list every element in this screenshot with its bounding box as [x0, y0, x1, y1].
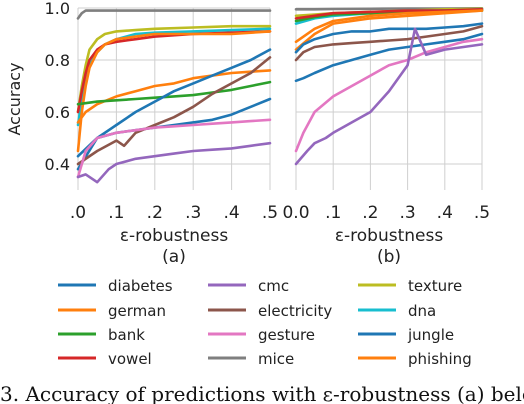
series-line-german: [294, 9, 484, 51]
x-tick-label: .2: [147, 203, 163, 223]
x-tick-label: .0: [70, 203, 86, 223]
x-tick-label: .3: [185, 203, 201, 223]
x-tick-label: .5: [262, 203, 278, 223]
x-axis-label-b: ε-robustness: [335, 226, 444, 246]
x-axis-label-a: ε-robustness: [120, 226, 229, 246]
series-line-german: [76, 69, 272, 124]
legend-label-electricity: electricity: [258, 302, 332, 320]
y-tick-labels-a: 0.4 0.6 0.8 1.0: [45, 0, 70, 174]
legend-label-jungle: jungle: [407, 326, 454, 344]
panel-a: 0.4 0.6 0.8 1.0 .0 .1 .2 .3 .4 .5 Accuracy ε-rob…: [5, 0, 278, 267]
x-tick-labels-a: .0 .1 .2 .3 .4 .5: [70, 203, 278, 223]
legend-label-bank: bank: [108, 326, 145, 344]
series-line-jungle: [294, 32, 484, 83]
y-tick-label: 0.6: [45, 103, 70, 122]
x-tick-label: 0.0: [282, 203, 309, 223]
series-line-electricity: [294, 24, 484, 62]
panel-label-a: (a): [162, 247, 186, 267]
lines-b: [294, 7, 484, 166]
legend-label-dna: dna: [408, 302, 436, 320]
x-tick-label: .4: [437, 203, 453, 223]
panel-b: 0.0 .1 .2 .3 .4 .5 ε-robustness (b): [282, 7, 490, 267]
series-line-phishing: [76, 30, 272, 153]
figure-caption: 3. Accuracy of predictions with ε-robust…: [0, 382, 524, 404]
y-tick-label: 0.4: [45, 155, 70, 174]
legend-label-mice: mice: [258, 350, 294, 368]
y-tick-label: 1.0: [45, 0, 70, 18]
legend-label-vowel: vowel: [108, 350, 152, 368]
series-line-texture: [76, 24, 272, 114]
x-tick-label: .2: [362, 203, 378, 223]
x-tick-label: .3: [399, 203, 415, 223]
y-tick-label: 0.8: [45, 51, 70, 70]
y-axis-label: Accuracy: [5, 62, 24, 135]
series-line-diabetes: [76, 48, 272, 158]
series-line-cmc: [294, 27, 484, 166]
legend-label-diabetes: diabetes: [108, 277, 173, 295]
series-line-gesture: [294, 37, 484, 153]
series-line-cmc: [76, 141, 272, 184]
legend-label-phishing: phishing: [408, 350, 472, 368]
series-line-diabetes: [294, 22, 484, 54]
x-tick-label: .1: [108, 203, 124, 223]
series-line-electricity: [76, 56, 272, 166]
series-line-gesture: [76, 118, 272, 179]
x-tick-label: .5: [474, 203, 490, 223]
legend-label-german: german: [108, 302, 166, 320]
x-tick-labels-b: 0.0 .1 .2 .3 .4 .5: [282, 203, 490, 223]
x-tick-label: .4: [223, 203, 239, 223]
legend-label-cmc: cmc: [258, 277, 289, 295]
x-tick-label: .1: [325, 203, 341, 223]
legend-label-gesture: gesture: [258, 326, 315, 344]
series-line-bank: [76, 80, 272, 106]
plot-area-b: [296, 8, 482, 190]
series-line-mice: [76, 9, 272, 20]
legend: diabetes german bank vowel cmc electricity ges…: [58, 277, 472, 368]
panel-label-b: (b): [377, 247, 401, 267]
lines-a: [76, 9, 272, 184]
legend-label-texture: texture: [408, 277, 462, 295]
